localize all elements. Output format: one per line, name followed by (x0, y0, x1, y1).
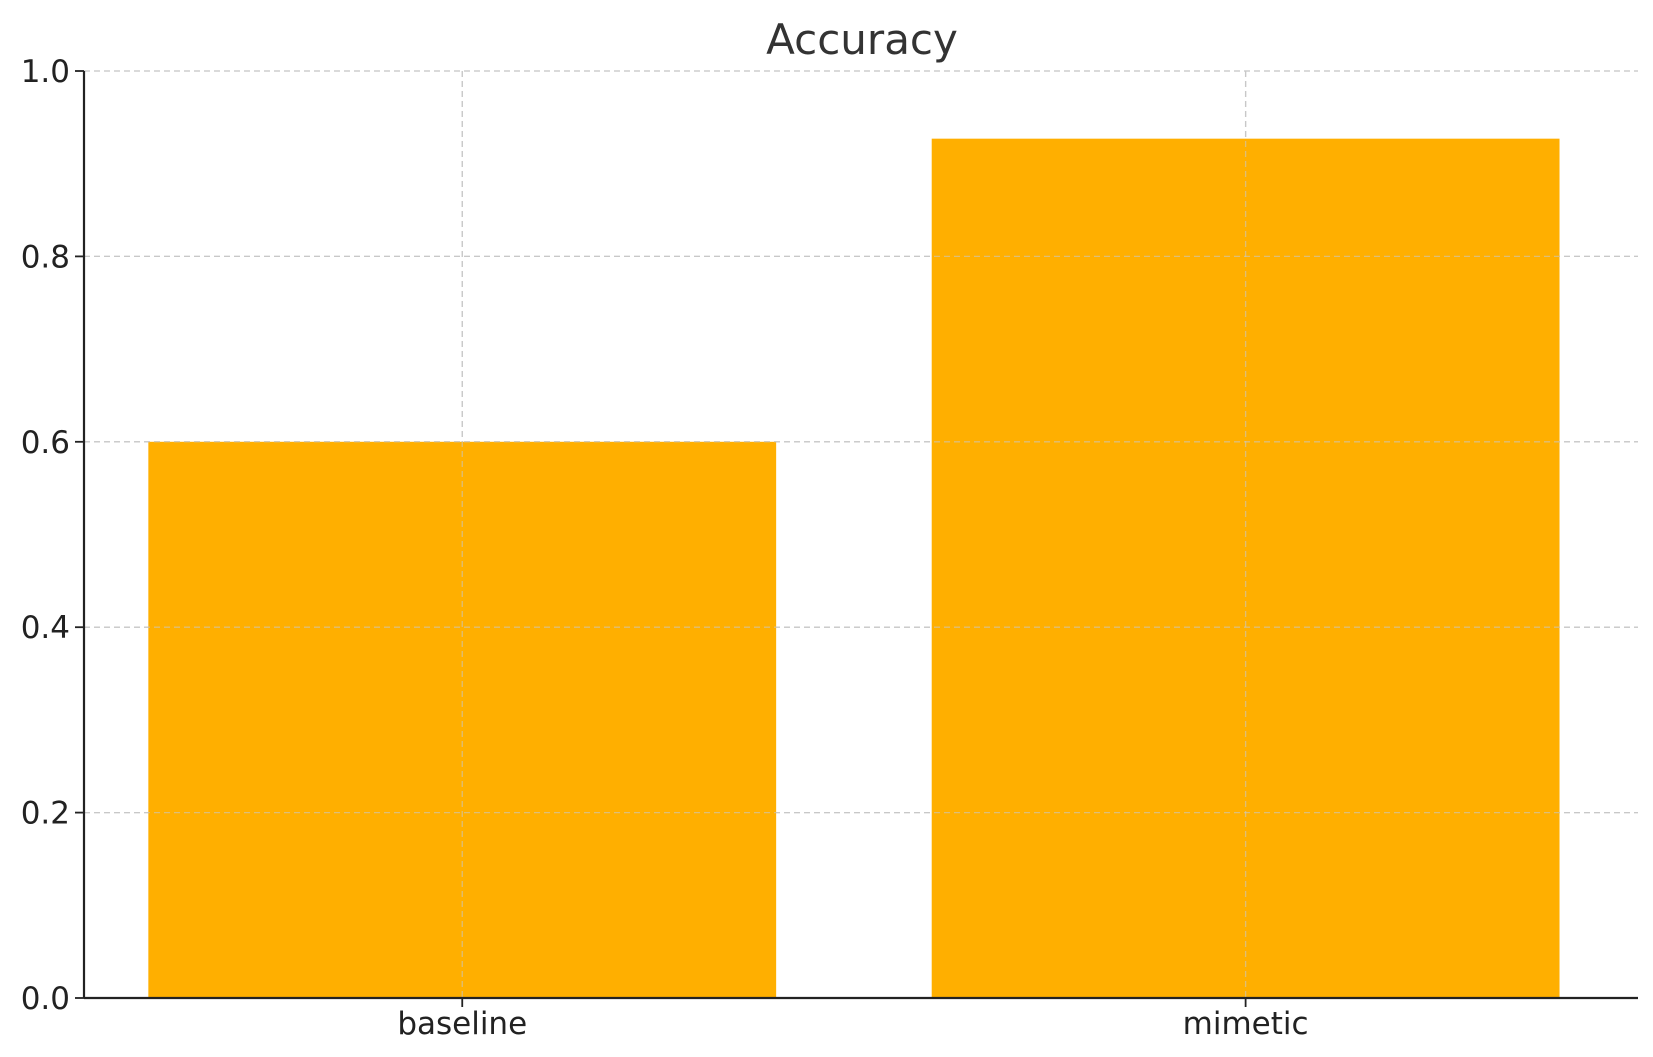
axes-layer: 0.0 0.2 0.4 0.6 0.8 1.0 baseline mimetic (21, 54, 1638, 1042)
bars-layer (84, 70, 1638, 998)
bar-mimetic (931, 138, 1560, 998)
x-tick-label-mimetic: mimetic (1183, 1006, 1309, 1042)
y-tick-label: 0.0 (21, 981, 70, 1017)
y-tick-label: 0.2 (21, 796, 70, 832)
y-tick-label: 0.8 (21, 239, 70, 275)
x-tick-label-baseline: baseline (397, 1006, 527, 1042)
y-tick-label: 1.0 (21, 54, 70, 90)
chart-title: Accuracy (766, 15, 958, 64)
y-tick-label: 0.4 (21, 610, 70, 646)
y-tick-label: 0.6 (21, 425, 70, 461)
